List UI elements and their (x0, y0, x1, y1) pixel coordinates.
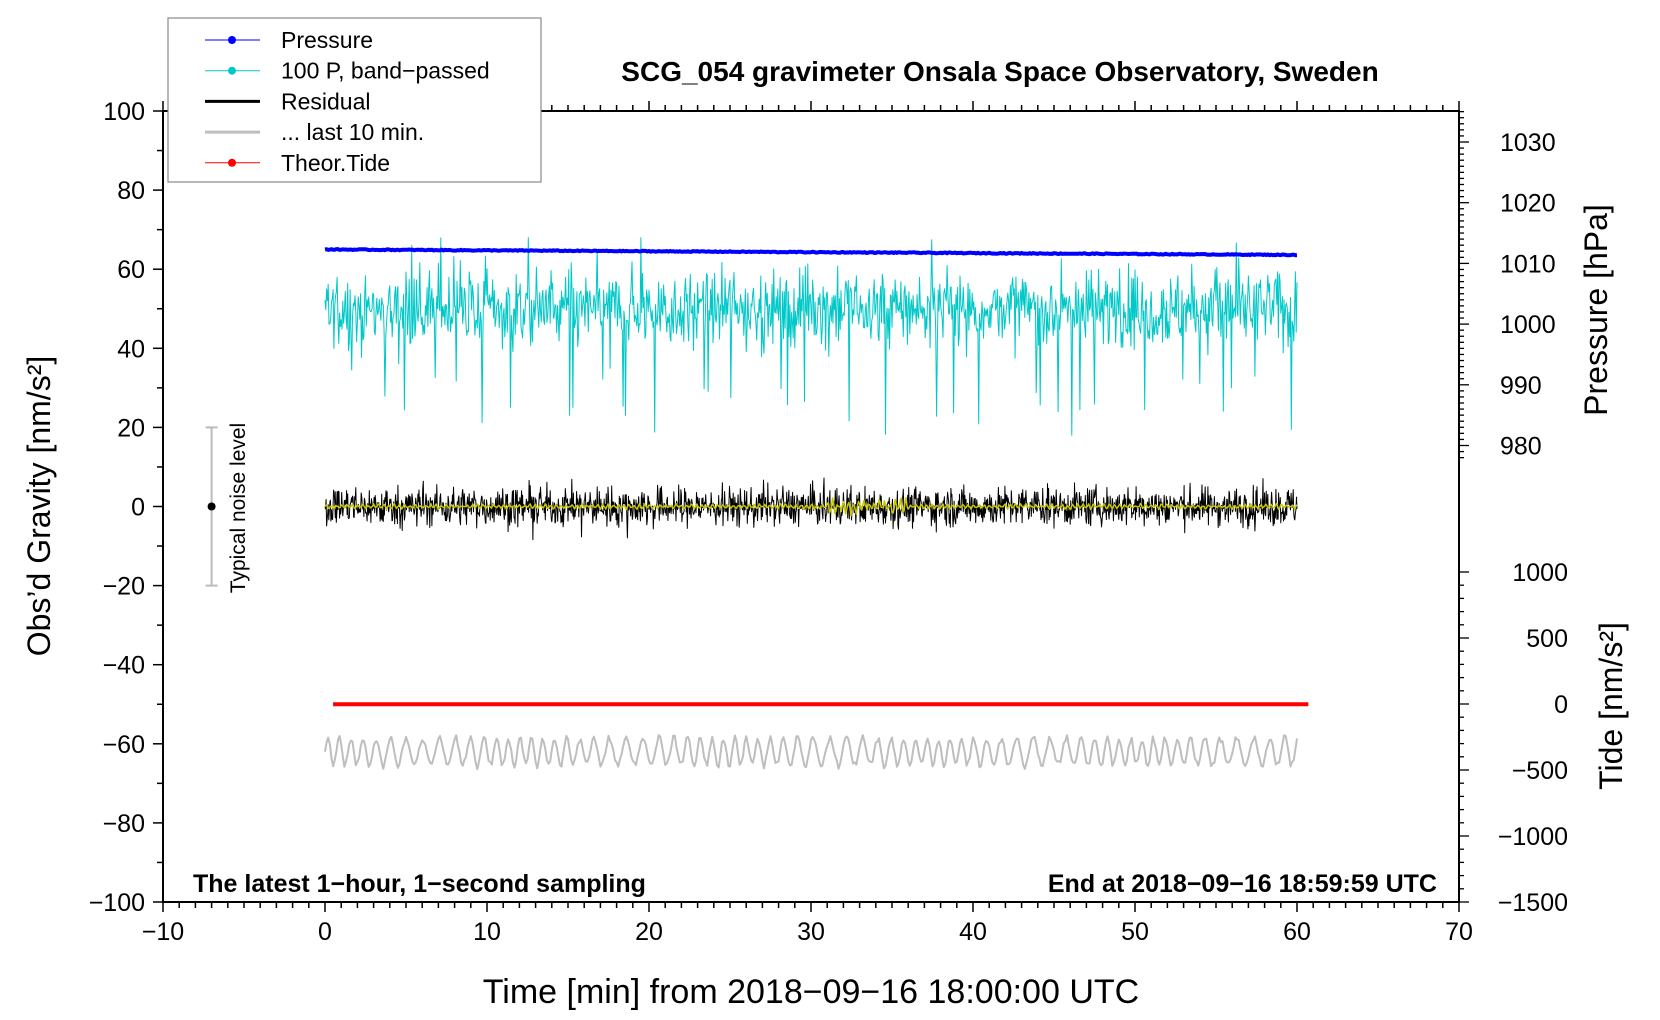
y-tick-label: −100 (89, 889, 145, 917)
series-bandpassed-pressure (324, 237, 1298, 436)
annotation-bottom-right: End at 2018−09−16 18:59:59 UTC (1048, 870, 1437, 898)
x-tick-label: 70 (1445, 918, 1473, 946)
noise-level-dot (207, 502, 216, 511)
y-tick-label: 0 (131, 494, 145, 522)
x-tick-label: 50 (1121, 918, 1149, 946)
noise-level-label: Typical noise level (227, 423, 250, 593)
series-pressure (324, 247, 1298, 258)
y-axis-label-left: Obs’d Gravity [nm/s²] (21, 356, 57, 657)
axes: −10 0 10 20 30 40 50 60 70100806040200−20−40−60−… (89, 98, 1568, 946)
y-tick-label: −20 (103, 573, 145, 601)
tide-tick-label: 500 (1526, 625, 1568, 653)
pressure-tick-label: 1000 (1500, 311, 1556, 339)
x-tick-label: 20 (635, 918, 663, 946)
series-last-10-min (324, 734, 1298, 771)
y-axis-label-tide: Tide [nm/s²] (1593, 622, 1629, 790)
x-tick-label: 30 (797, 918, 825, 946)
legend-label: ... last 10 min. (281, 119, 424, 145)
tide-tick-label: 0 (1554, 691, 1568, 719)
legend-marker (228, 158, 236, 167)
series-residual-smoothed (324, 497, 1298, 517)
x-tick-label: 0 (318, 918, 332, 946)
y-axis-label-left-text: Obs’d Gravity [nm/s²] (21, 356, 57, 657)
series-residual (324, 477, 1298, 541)
tide-tick-label: −1000 (1498, 823, 1568, 851)
legend-label: Pressure (281, 27, 373, 53)
y-tick-label: −40 (103, 652, 145, 680)
legend-label: Residual (281, 88, 371, 114)
plot-marks (205, 237, 1309, 771)
legend-marker (228, 36, 236, 44)
y-tick-label: 40 (117, 335, 145, 363)
legend-label: 100 P, band−passed (281, 58, 490, 84)
pressure-tick-label: 990 (1500, 372, 1542, 400)
legend-marker (228, 66, 236, 75)
x-tick-label: 60 (1283, 918, 1311, 946)
x-axis-label: Time [min] from 2018−09−16 18:00:00 UTC (483, 973, 1139, 1011)
pressure-tick-label: 1030 (1500, 129, 1556, 157)
legend: Pressure 100 P, band−passed Residual ... la… (167, 17, 542, 183)
tide-tick-label: 1000 (1512, 559, 1568, 587)
y-axis-label-pressure: Pressure [hPa] (1578, 204, 1614, 416)
tide-tick-label: −500 (1512, 757, 1568, 785)
x-tick-label: 10 (473, 918, 501, 946)
annotation-bottom-left: The latest 1−hour, 1−second sampling (193, 870, 646, 898)
x-tick-label: −10 (142, 918, 184, 946)
pressure-tick-label: 1010 (1500, 250, 1556, 278)
y-tick-label: 60 (117, 256, 145, 284)
tide-tick-label: −1500 (1498, 889, 1568, 917)
y-tick-label: 20 (117, 414, 145, 442)
y-tick-label: 80 (117, 177, 145, 205)
y-tick-label: −80 (103, 810, 145, 838)
chart-title: SCG_054 gravimeter Onsala Space Observat… (621, 56, 1378, 87)
pressure-tick-label: 1020 (1500, 190, 1556, 218)
x-tick-label: 40 (959, 918, 987, 946)
pressure-tick-label: 980 (1500, 433, 1542, 461)
y-tick-label: −60 (103, 731, 145, 759)
legend-label: Theor.Tide (281, 150, 390, 176)
y-tick-label: 100 (103, 98, 145, 126)
